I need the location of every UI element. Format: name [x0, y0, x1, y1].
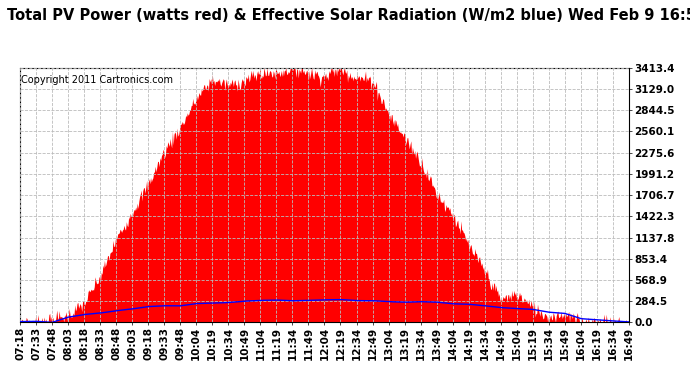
Text: Copyright 2011 Cartronics.com: Copyright 2011 Cartronics.com: [21, 75, 173, 86]
Text: Total PV Power (watts red) & Effective Solar Radiation (W/m2 blue) Wed Feb 9 16:: Total PV Power (watts red) & Effective S…: [7, 8, 690, 22]
